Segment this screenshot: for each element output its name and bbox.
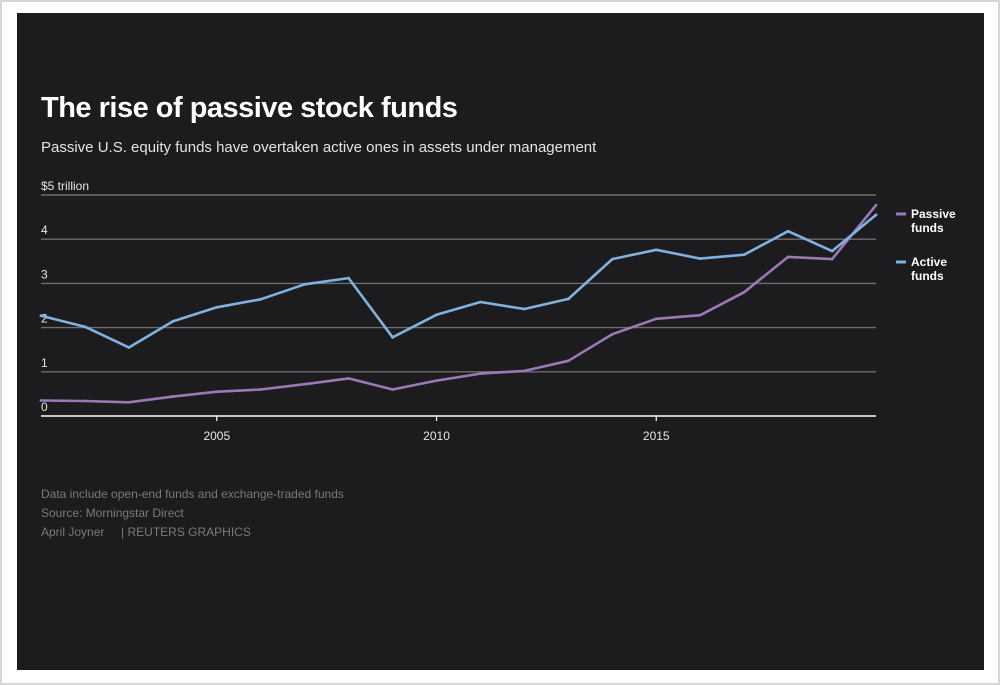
data-point-passive-funds-2015 xyxy=(654,317,658,321)
data-point-active-funds-2016 xyxy=(698,257,702,261)
data-point-active-funds-2001 xyxy=(39,314,43,318)
data-point-passive-funds-2004 xyxy=(171,395,175,398)
data-point-active-funds-2004 xyxy=(171,320,175,323)
data-point-active-funds-2019 xyxy=(830,249,834,253)
series-line-active-funds xyxy=(39,213,878,349)
data-point-passive-funds-2019 xyxy=(830,257,834,261)
y-tick-label-5: $5 trillion xyxy=(41,179,89,193)
y-tick-label-4: 4 xyxy=(41,223,48,237)
data-point-active-funds-2015 xyxy=(654,248,658,252)
data-point-passive-funds-2017 xyxy=(742,290,746,294)
chart-title: The rise of passive stock funds xyxy=(41,92,458,124)
y-tick-label-0: 0 xyxy=(41,400,48,414)
data-point-passive-funds-2013 xyxy=(566,359,570,363)
data-point-active-funds-2018 xyxy=(786,229,790,233)
data-point-active-funds-2007 xyxy=(303,282,307,286)
data-point-passive-funds-2020 xyxy=(874,203,878,207)
data-point-active-funds-2020 xyxy=(874,213,878,217)
data-point-passive-funds-2012 xyxy=(523,369,526,373)
data-point-active-funds-2005 xyxy=(215,305,219,309)
data-point-passive-funds-2002 xyxy=(83,399,87,403)
data-point-active-funds-2013 xyxy=(566,297,570,301)
data-point-active-funds-2006 xyxy=(259,297,263,301)
data-point-passive-funds-2018 xyxy=(786,255,790,259)
data-point-active-funds-2003 xyxy=(127,346,131,349)
data-point-passive-funds-2001 xyxy=(39,399,43,402)
author-credit: April Joyner xyxy=(41,525,105,539)
chart-panel xyxy=(17,13,984,670)
data-point-active-funds-2002 xyxy=(83,325,87,329)
data-point-passive-funds-2007 xyxy=(303,382,307,386)
publisher-credit: | REUTERS GRAPHICS xyxy=(121,525,251,539)
data-point-passive-funds-2011 xyxy=(479,372,482,375)
data-point-active-funds-2012 xyxy=(523,307,526,311)
x-tick-label-2005: 2005 xyxy=(203,429,230,443)
data-point-passive-funds-2003 xyxy=(127,400,131,404)
data-point-passive-funds-2016 xyxy=(698,313,702,317)
data-point-passive-funds-2006 xyxy=(259,388,263,391)
y-tick-label-1: 1 xyxy=(41,356,48,370)
y-tick-label-2: 2 xyxy=(41,312,48,326)
data-point-active-funds-2017 xyxy=(742,253,746,257)
data-point-active-funds-2014 xyxy=(610,257,614,261)
legend-label-active-funds-1: funds xyxy=(911,269,944,283)
legend-label-passive-funds-1: funds xyxy=(911,221,944,235)
data-point-passive-funds-2008 xyxy=(347,377,351,380)
data-point-active-funds-2008 xyxy=(347,276,351,280)
footnote-text: Data include open-end funds and exchange… xyxy=(41,487,344,501)
y-tick-label-3: 3 xyxy=(41,267,48,281)
data-point-passive-funds-2010 xyxy=(435,379,438,383)
data-point-passive-funds-2014 xyxy=(610,332,614,336)
chart-subtitle: Passive U.S. equity funds have overtaken… xyxy=(41,139,597,156)
legend-label-passive-funds-0: Passive xyxy=(911,207,956,221)
x-tick-label-2010: 2010 xyxy=(423,429,450,443)
data-point-active-funds-2010 xyxy=(435,313,438,317)
x-tick-label-2015: 2015 xyxy=(643,429,670,443)
data-point-passive-funds-2005 xyxy=(215,390,219,394)
legend-label-active-funds-0: Active xyxy=(911,255,947,269)
data-point-passive-funds-2009 xyxy=(391,388,394,391)
data-point-active-funds-2011 xyxy=(479,300,482,304)
source-text: Source: Morningstar Direct xyxy=(41,506,184,520)
series-line-passive-funds xyxy=(39,203,878,404)
data-point-active-funds-2009 xyxy=(391,335,394,339)
credit-line: April Joyner | REUTERS GRAPHICS xyxy=(41,525,251,539)
